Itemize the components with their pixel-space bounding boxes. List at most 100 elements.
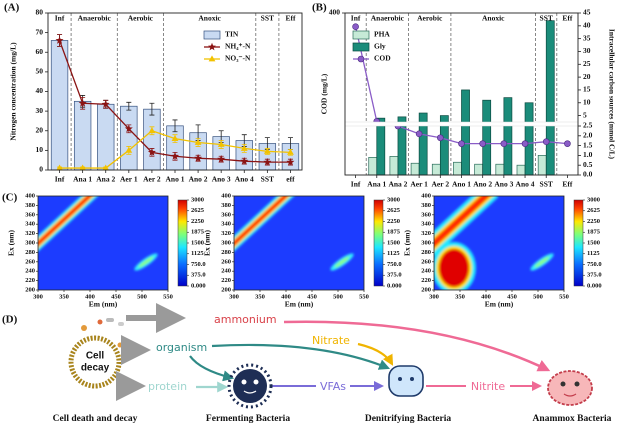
axis-break (341, 122, 582, 126)
y-tick-label: 360 (421, 211, 431, 218)
bar (538, 155, 546, 175)
colorbar-tick-label: 0.000 (387, 282, 402, 289)
bar (377, 118, 385, 175)
colorbar-tick-label: 375.0 (387, 272, 402, 279)
x-tick-label: 550 (163, 293, 173, 300)
x-tick-label: SST (540, 180, 553, 189)
bar (546, 21, 554, 175)
debris (98, 320, 103, 325)
legend-swatch (204, 31, 220, 39)
heatmap (32, 190, 168, 290)
body (389, 366, 423, 396)
phase-label: Anaerobic (371, 14, 405, 23)
colorbar-tick-label: 1875 (387, 229, 401, 236)
bar (432, 164, 440, 175)
y-tick-label: 320 (221, 230, 231, 237)
y-tick-label: 30 (36, 106, 44, 115)
x-tick-label: Ano 2 (473, 180, 492, 189)
y-tick-label: 340 (421, 221, 431, 228)
y-tick-label: 220 (221, 277, 231, 284)
x-tick-label: 500 (533, 293, 543, 300)
y-tick-label: 380 (421, 202, 431, 209)
y-tick-label: 70 (36, 27, 44, 36)
cell-label: Cell (86, 351, 105, 362)
blob (439, 249, 469, 287)
x-tick-label: 300 (33, 293, 43, 300)
anammox-bacterium (548, 371, 592, 405)
colorbar-tick-label: 1500 (587, 239, 600, 246)
x-tick-label: 350 (455, 293, 465, 300)
bar (453, 162, 461, 175)
y2-tick-label: 2.0 (583, 131, 593, 140)
y-tick-label: 240 (221, 268, 231, 275)
phase-label: Anaerobic (78, 14, 112, 23)
colorbar-tick-label: 1125 (587, 250, 600, 257)
x-tick-label: Ano 3 (494, 180, 513, 189)
caption: Fermenting Bacteria (206, 414, 290, 424)
diagram: (D) Cell decay ammonium organism protein… (2, 313, 612, 424)
bar (74, 101, 91, 170)
marker (522, 141, 528, 147)
eye (398, 377, 402, 381)
phase-label: Eff (562, 14, 573, 23)
x-tick-label: Inf (351, 180, 361, 189)
y-tick-label: 320 (421, 230, 431, 237)
heatmap-bg (38, 196, 168, 290)
caption: Anammox Bacteria (533, 414, 612, 424)
y-tick-label: 300 (25, 239, 35, 246)
debris (118, 322, 124, 326)
nitrite-label: Nitrite (471, 380, 505, 393)
vfas-label: VFAs (320, 380, 346, 393)
x-tick-label: eff (286, 175, 295, 184)
x-tick-label: 350 (255, 293, 265, 300)
eye (410, 377, 414, 381)
y-tick-label: 200 (421, 286, 431, 293)
bar (369, 157, 377, 175)
colorbar-tick-label: 2625 (387, 207, 401, 214)
y-tick-label: 400 (329, 8, 341, 17)
legend-label: Gly (374, 42, 386, 51)
x-tick-label: Aer 2 (143, 175, 161, 184)
eye (575, 382, 580, 387)
y-tick-label: 0 (39, 165, 43, 174)
y-tick-label: 360 (221, 211, 231, 218)
colorbar-tick-label: 1500 (387, 239, 400, 246)
eye (242, 380, 247, 385)
heatmap (228, 190, 364, 290)
bar (51, 40, 68, 170)
y-tick-label: 400 (25, 192, 35, 199)
y-tick-label: 240 (25, 268, 35, 275)
bar (462, 90, 470, 175)
y-tick-label: 200 (25, 286, 35, 293)
y2-tick-label: 45 (583, 8, 591, 17)
colorbar-tick-label: 3000 (587, 196, 600, 203)
y-tick-label: 380 (221, 202, 231, 209)
cell-label: decay (81, 363, 110, 374)
figure: (D) Cell decay ammonium organism protein… (0, 0, 622, 428)
heatmap (428, 190, 564, 294)
denitrifying-bacterium (389, 366, 423, 396)
phase-label: Aerobic (417, 14, 443, 23)
y-axis-label: Ex (nm) (203, 229, 212, 256)
colorbar-tick-label: 1125 (387, 250, 400, 257)
phase-label: Anoxic (198, 14, 221, 23)
heatmap-bg (234, 196, 364, 290)
bar (390, 156, 398, 175)
x-tick-label: Ano 1 (452, 180, 471, 189)
colorbar-tick-label: 750.0 (587, 261, 602, 268)
legend-label: TIN (225, 30, 239, 39)
protein-label: protein (148, 380, 187, 393)
y-tick-label: 260 (25, 258, 35, 265)
marker (353, 24, 359, 30)
x-tick-label: Ana 1 (367, 180, 386, 189)
y-tick-label: 240 (421, 268, 431, 275)
y-axis-label: Ex (nm) (403, 229, 412, 256)
colorbar-tick-label: 0.000 (587, 282, 602, 289)
bar (504, 98, 512, 175)
fermenting-bacterium (229, 365, 271, 407)
panel-label: (D) (2, 314, 18, 326)
ammonium-label: ammonium (214, 313, 277, 326)
y-axis-label: Nitrogen concentration (mg/L) (9, 42, 18, 141)
eye (561, 382, 566, 387)
